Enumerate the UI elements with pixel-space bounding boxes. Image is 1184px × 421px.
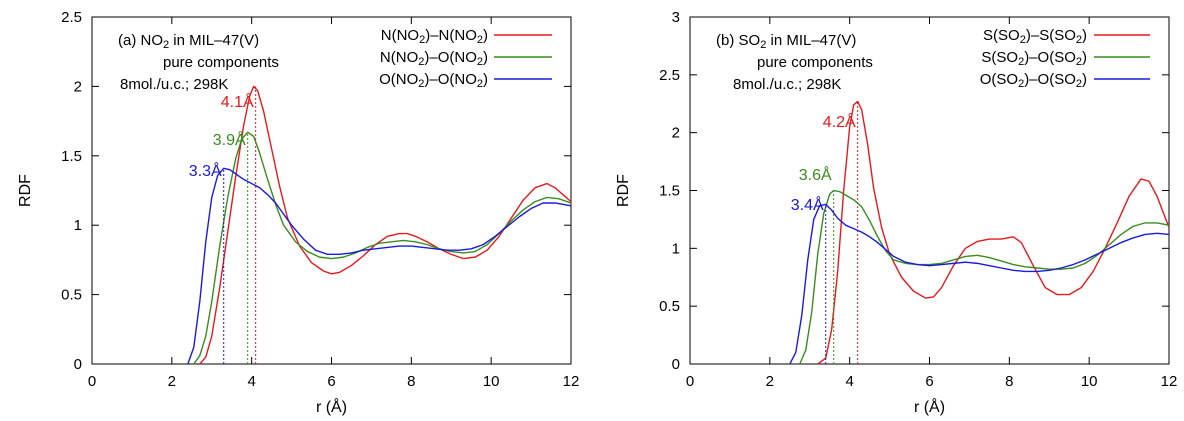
x-tick-label: 12 (563, 373, 580, 390)
legend-label-0-part: N(NO (381, 27, 419, 44)
x-tick-label: 10 (483, 373, 500, 390)
legend-label-2-part: ) (483, 71, 488, 88)
peak-label-1: 3.6Å (799, 165, 832, 184)
legend-label-0-part: ) (483, 27, 488, 44)
y-tick-label: 1.5 (659, 183, 680, 200)
y-axis-label: RDF (17, 174, 34, 207)
x-tick-label: 0 (686, 373, 694, 390)
x-axis-label: r (Å) (914, 397, 945, 416)
legend-label-1-part: S(SO (981, 49, 1018, 66)
y-tick-label: 1 (74, 217, 82, 234)
peak-label-2: 3.3Å (189, 161, 222, 180)
y-tick-label: 2 (74, 78, 82, 95)
legend-label-0-part: )–S(SO (1026, 27, 1076, 44)
y-tick-label: 0.5 (659, 298, 680, 315)
panel-conditions: 8mol./u.c.; 298K (120, 76, 228, 93)
panel-subtitle: pure components (757, 54, 873, 71)
series-line-2 (187, 167, 572, 365)
legend-label-2-part: ) (1082, 71, 1087, 88)
x-tick-label: 10 (1081, 373, 1098, 390)
chart-panel-a: 0 2 4 6 8 10 12 0 0.5 1 1.5 2 2.5 r (Å) RDF 4.1Å 3.9Å 3.3… (17, 9, 579, 416)
y-tick-label: 1.5 (61, 148, 82, 165)
legend-label-2-part: O(SO (980, 71, 1018, 88)
panel-title-part: (b) SO (716, 32, 760, 49)
legend-label-1: S(SO2)–O(SO2) (981, 49, 1087, 68)
y-tick-label: 3 (672, 9, 680, 26)
legend-label-1-part: )–O(SO (1024, 49, 1076, 66)
x-tick-label: 4 (845, 373, 853, 390)
legend-label-2: O(SO2)–O(SO2) (980, 71, 1087, 90)
peak-label-0: 4.2Å (823, 112, 856, 131)
panel-title: (b) SO2 in MIL–47(V) (716, 32, 856, 51)
legend-label-0-part: )–N(NO (425, 27, 477, 44)
y-tick-label: 0 (74, 356, 82, 373)
y-tick-label: 0 (672, 356, 680, 373)
legend: S(SO2)–S(SO2)S(SO2)–O(SO2)O(SO2)–O(SO2) (980, 27, 1150, 90)
legend-label-2-part: )–O(SO (1024, 71, 1076, 88)
legend-label-1-part: ) (1082, 49, 1087, 66)
peak-label-0: 4.1Å (221, 92, 254, 111)
legend-label-0-part: 2 (1076, 34, 1082, 46)
series-line-2 (789, 203, 1170, 365)
legend-label-0: N(NO2)–N(NO2) (381, 27, 488, 46)
series-line-0 (817, 100, 1170, 365)
x-tick-label: 8 (407, 373, 415, 390)
legend-label-2-part: 2 (1076, 78, 1082, 90)
panel-title-part: (a) NO (118, 32, 163, 49)
x-tick-label: 4 (247, 373, 255, 390)
panel-title-part: in MIL–47(V) (766, 32, 856, 49)
y-tick-label: 2 (672, 125, 680, 142)
legend-label-2: O(NO2)–O(NO2) (379, 71, 488, 90)
x-tick-label: 0 (88, 373, 96, 390)
y-tick-label: 2.5 (659, 67, 680, 84)
legend-label-1-part: 2 (1076, 56, 1082, 68)
peak-label-1: 3.9Å (213, 130, 246, 149)
x-axis-label: r (Å) (316, 397, 347, 416)
y-tick-label: 1 (672, 240, 680, 257)
legend-label-0-part: ) (1082, 27, 1087, 44)
legend-label-0-part: 2 (419, 34, 425, 46)
legend: N(NO2)–N(NO2)N(NO2)–O(NO2)O(NO2)–O(NO2) (379, 27, 552, 90)
legend-label-1-part: 2 (418, 56, 424, 68)
legend-label-1-part: ) (483, 49, 488, 66)
chart-panel-b: 0 2 4 6 8 10 12 0 0.5 1 1.5 2 2.5 3 r (Å) RDF 4.2Å 3.6Å 3.… (615, 9, 1177, 416)
x-tick-label: 2 (766, 373, 774, 390)
legend-label-0-part: 2 (1020, 34, 1026, 46)
x-tick-label: 2 (168, 373, 176, 390)
legend-label-0-part: 2 (477, 34, 483, 46)
peak-label-2: 3.4Å (791, 195, 824, 214)
x-tick-label: 6 (327, 373, 335, 390)
legend-label-1-part: )–O(NO (424, 49, 477, 66)
legend-label-2-part: 2 (418, 78, 424, 90)
legend-label-2-part: 2 (477, 78, 483, 90)
legend-label-1-part: 2 (1018, 56, 1024, 68)
y-tick-label: 0.5 (61, 287, 82, 304)
legend-label-0-part: S(SO (983, 27, 1020, 44)
panel-title-part: 2 (760, 39, 766, 51)
y-tick-label: 2.5 (61, 9, 82, 26)
legend-label-2-part: )–O(NO (424, 71, 477, 88)
x-tick-label: 12 (1161, 373, 1178, 390)
legend-label-2-part: 2 (1018, 78, 1024, 90)
legend-label-2-part: O(NO (379, 71, 418, 88)
legend-label-1: N(NO2)–O(NO2) (380, 49, 488, 68)
x-tick-label: 6 (925, 373, 933, 390)
panel-subtitle: pure components (163, 54, 279, 71)
legend-label-0: S(SO2)–S(SO2) (983, 27, 1087, 46)
legend-label-1-part: 2 (477, 56, 483, 68)
panel-title-part: 2 (163, 39, 169, 51)
panel-conditions: 8mol./u.c.; 298K (733, 76, 841, 93)
series-line-1 (799, 189, 1170, 365)
panel-title-part: in MIL–47(V) (169, 32, 259, 49)
legend-label-1-part: N(NO (380, 49, 418, 66)
panel-title: (a) NO2 in MIL–47(V) (118, 32, 259, 51)
y-axis-label: RDF (615, 174, 632, 207)
x-tick-label: 8 (1005, 373, 1013, 390)
